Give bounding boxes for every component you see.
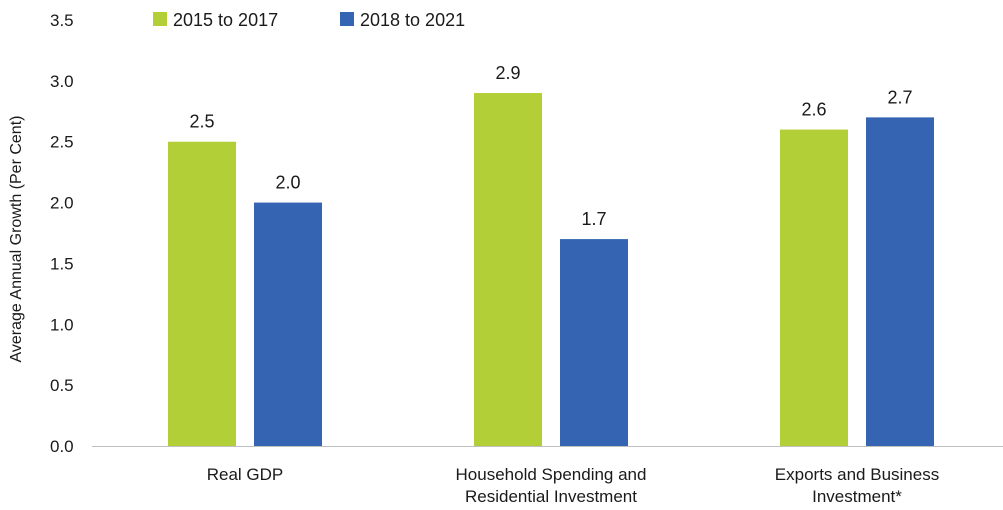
category-label: Household Spending and: [456, 465, 647, 484]
data-label: 2.9: [495, 63, 520, 83]
legend-swatch: [340, 12, 354, 26]
category-label: Real GDP: [207, 465, 284, 484]
bar-series1: [168, 141, 236, 446]
bar-series1: [780, 129, 848, 447]
category-label: Investment*: [812, 487, 902, 506]
category-label: Exports and Business: [775, 465, 939, 484]
data-label: 2.0: [275, 173, 300, 193]
y-tick-label: 3.5: [50, 11, 74, 30]
bar-series2: [254, 202, 322, 446]
bar-series1: [474, 93, 542, 447]
legend-label: 2018 to 2021: [360, 10, 465, 30]
category-label: Residential Investment: [465, 487, 637, 506]
data-label: 2.7: [887, 87, 912, 107]
y-axis-title: Average Annual Growth (Per Cent): [8, 116, 25, 363]
legend-swatch: [153, 12, 167, 26]
y-tick-label: 2.5: [50, 133, 74, 152]
bar-series2: [866, 117, 934, 446]
y-tick-label: 1.5: [50, 254, 74, 273]
y-tick-label: 0.0: [50, 437, 74, 456]
data-label: 2.6: [801, 100, 826, 120]
y-tick-label: 2.0: [50, 194, 74, 213]
y-tick-label: 3.0: [50, 72, 74, 91]
legend-label: 2015 to 2017: [173, 10, 278, 30]
bar-series2: [560, 239, 628, 446]
data-label: 2.5: [189, 112, 214, 132]
y-tick-label: 0.5: [50, 376, 74, 395]
y-tick-label: 1.0: [50, 315, 74, 334]
data-label: 1.7: [581, 209, 606, 229]
